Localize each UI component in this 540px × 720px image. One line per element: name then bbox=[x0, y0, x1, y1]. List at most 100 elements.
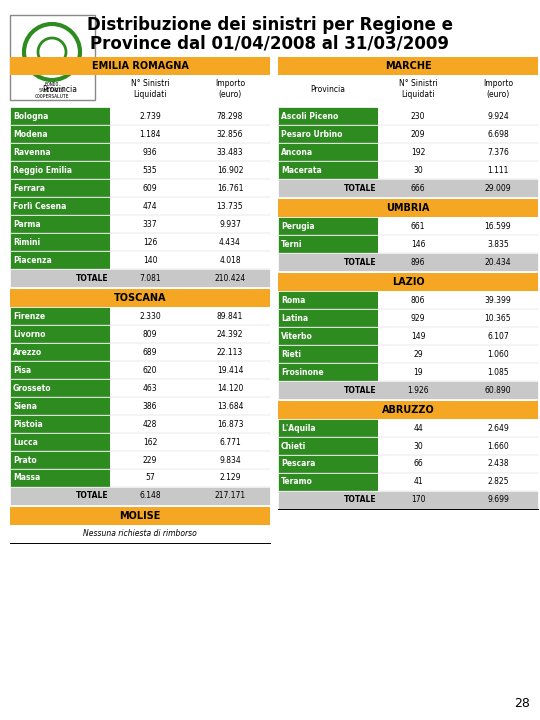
Text: Teramo: Teramo bbox=[281, 477, 313, 487]
Text: 229: 229 bbox=[143, 456, 157, 464]
Bar bbox=[110, 451, 270, 469]
Text: 666: 666 bbox=[411, 184, 426, 192]
Text: 2.129: 2.129 bbox=[219, 474, 241, 482]
Bar bbox=[110, 343, 270, 361]
Bar bbox=[10, 397, 110, 415]
Bar bbox=[278, 309, 378, 327]
Text: 929: 929 bbox=[411, 313, 426, 323]
Bar bbox=[10, 433, 110, 451]
Text: Rieti: Rieti bbox=[281, 349, 301, 359]
Text: 1.184: 1.184 bbox=[139, 130, 161, 138]
Text: 620: 620 bbox=[143, 366, 157, 374]
Text: 1.060: 1.060 bbox=[487, 349, 509, 359]
Text: 1.926: 1.926 bbox=[407, 385, 429, 395]
Text: 809: 809 bbox=[143, 330, 157, 338]
Text: Reggio Emilia: Reggio Emilia bbox=[13, 166, 72, 174]
Bar bbox=[278, 273, 538, 291]
Text: Macerata: Macerata bbox=[281, 166, 322, 174]
Text: 3.835: 3.835 bbox=[487, 240, 509, 248]
Text: Ravenna: Ravenna bbox=[13, 148, 51, 156]
Text: Ferrara: Ferrara bbox=[13, 184, 45, 192]
Bar bbox=[278, 363, 378, 381]
Bar bbox=[110, 179, 270, 197]
Text: 2.330: 2.330 bbox=[139, 312, 161, 320]
Text: TOTALE: TOTALE bbox=[76, 274, 108, 282]
Text: 474: 474 bbox=[143, 202, 157, 210]
Text: 7.081: 7.081 bbox=[139, 274, 161, 282]
Text: Frosinone: Frosinone bbox=[281, 367, 323, 377]
Text: 22.113: 22.113 bbox=[217, 348, 243, 356]
Text: Massa: Massa bbox=[13, 474, 40, 482]
Text: Latina: Latina bbox=[281, 313, 308, 323]
Text: N° Sinistri
Liquidati: N° Sinistri Liquidati bbox=[131, 79, 170, 99]
Text: TOTALE: TOTALE bbox=[343, 258, 376, 266]
Bar bbox=[10, 361, 110, 379]
Text: 41: 41 bbox=[413, 477, 423, 487]
Text: 28: 28 bbox=[514, 697, 530, 710]
Bar bbox=[10, 179, 110, 197]
Text: Livorno: Livorno bbox=[13, 330, 45, 338]
Text: 192: 192 bbox=[411, 148, 425, 156]
Bar bbox=[10, 57, 270, 75]
Bar bbox=[110, 143, 270, 161]
Text: 16.599: 16.599 bbox=[485, 222, 511, 230]
Bar bbox=[378, 327, 538, 345]
Text: 24.392: 24.392 bbox=[217, 330, 243, 338]
Text: Pescara: Pescara bbox=[281, 459, 315, 469]
Bar bbox=[10, 289, 270, 307]
Text: Pistoia: Pistoia bbox=[13, 420, 43, 428]
Bar bbox=[278, 235, 378, 253]
Text: ABRUZZO: ABRUZZO bbox=[382, 405, 434, 415]
Bar bbox=[278, 455, 378, 473]
Text: Provincia: Provincia bbox=[43, 84, 78, 94]
Text: 4.018: 4.018 bbox=[219, 256, 241, 264]
Text: 29: 29 bbox=[413, 349, 423, 359]
Bar bbox=[378, 143, 538, 161]
Text: 10.365: 10.365 bbox=[485, 313, 511, 323]
Text: 126: 126 bbox=[143, 238, 157, 246]
Bar bbox=[378, 107, 538, 125]
Text: Siena: Siena bbox=[13, 402, 37, 410]
Text: Province dal 01/04/2008 al 31/03/2009: Province dal 01/04/2008 al 31/03/2009 bbox=[91, 34, 449, 52]
Text: Importo
(euro): Importo (euro) bbox=[215, 79, 245, 99]
Bar bbox=[110, 433, 270, 451]
Text: Arezzo: Arezzo bbox=[13, 348, 42, 356]
Text: TOTALE: TOTALE bbox=[343, 385, 376, 395]
Text: 2.438: 2.438 bbox=[487, 459, 509, 469]
Bar bbox=[10, 251, 110, 269]
Text: Parma: Parma bbox=[13, 220, 40, 228]
Text: 386: 386 bbox=[143, 402, 157, 410]
Text: 896: 896 bbox=[411, 258, 426, 266]
Text: 9.937: 9.937 bbox=[219, 220, 241, 228]
Text: 146: 146 bbox=[411, 240, 426, 248]
Bar bbox=[278, 345, 378, 363]
Text: 936: 936 bbox=[143, 148, 157, 156]
Bar bbox=[110, 415, 270, 433]
Text: 20.434: 20.434 bbox=[485, 258, 511, 266]
Bar bbox=[110, 161, 270, 179]
Text: Bologna: Bologna bbox=[13, 112, 49, 120]
Bar bbox=[10, 269, 270, 287]
Text: 4.434: 4.434 bbox=[219, 238, 241, 246]
Bar bbox=[110, 379, 270, 397]
Text: 6.107: 6.107 bbox=[487, 331, 509, 341]
Bar bbox=[10, 487, 270, 505]
Bar bbox=[378, 161, 538, 179]
Text: 33.483: 33.483 bbox=[217, 148, 244, 156]
Bar bbox=[110, 397, 270, 415]
Bar bbox=[378, 291, 538, 309]
Text: LAZIO: LAZIO bbox=[392, 277, 424, 287]
Bar bbox=[10, 307, 110, 325]
Text: 39.399: 39.399 bbox=[484, 295, 511, 305]
Text: 217.171: 217.171 bbox=[214, 492, 246, 500]
Text: 13.735: 13.735 bbox=[217, 202, 244, 210]
Bar bbox=[278, 437, 378, 455]
Text: 9.924: 9.924 bbox=[487, 112, 509, 120]
Text: Perugia: Perugia bbox=[281, 222, 315, 230]
Bar bbox=[10, 15, 95, 100]
Text: Roma: Roma bbox=[281, 295, 306, 305]
Bar bbox=[10, 343, 110, 361]
Bar bbox=[278, 107, 378, 125]
Text: L'Aquila: L'Aquila bbox=[281, 423, 315, 433]
Text: 209: 209 bbox=[411, 130, 426, 138]
